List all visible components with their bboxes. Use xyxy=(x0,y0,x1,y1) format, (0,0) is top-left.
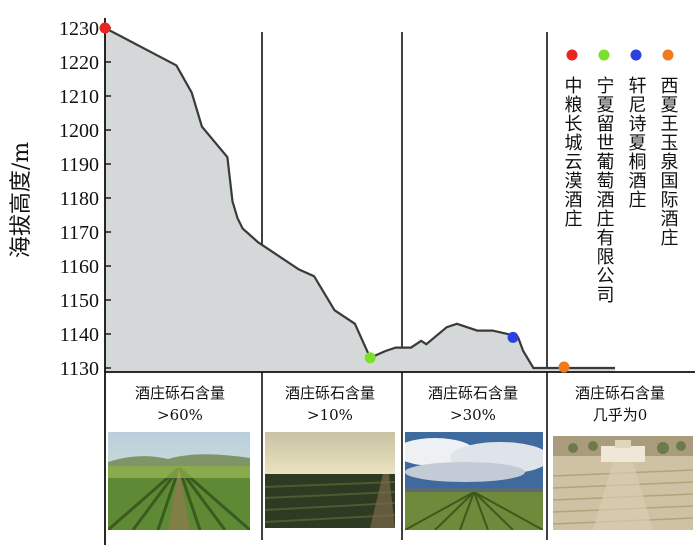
zone-4-line1: 酒庄砾石含量 xyxy=(574,384,665,402)
legend-label-4: 西夏王玉泉国际酒庄 xyxy=(658,76,679,247)
zone-1-line2: >60% xyxy=(157,406,203,424)
vineyard-photo-1 xyxy=(108,432,250,530)
legend-marker-4 xyxy=(662,49,674,61)
zone-2-line2: >10% xyxy=(307,406,353,424)
y-tick-label: 1140 xyxy=(60,324,99,346)
legend-label-1: 中粮长城云漠酒庄 xyxy=(562,76,583,228)
zone-1-line1: 酒庄砾石含量 xyxy=(134,384,225,402)
legend-label-2: 宁夏留世葡萄酒庄有限公司 xyxy=(594,76,615,304)
zone-3-line1: 酒庄砾石含量 xyxy=(427,384,518,402)
vineyard-photo-3 xyxy=(405,432,543,530)
winery-point-2 xyxy=(364,352,376,364)
winery-point-4 xyxy=(558,361,570,373)
y-tick-label: 1190 xyxy=(60,154,99,176)
legend-marker-3 xyxy=(630,49,642,61)
zone-caption-4: 酒庄砾石含量 几乎为0 xyxy=(545,382,695,426)
zone-3-line2: >30% xyxy=(450,406,496,424)
winery-point-1 xyxy=(99,22,111,34)
legend: 中粮长城云漠酒庄 宁夏留世葡萄酒庄有限公司 轩尼诗夏桐酒庄 西夏王玉泉国际酒庄 xyxy=(562,49,679,304)
legend-marker-1 xyxy=(566,49,578,61)
y-tick-label: 1150 xyxy=(60,290,99,312)
y-tick-label: 1180 xyxy=(60,188,99,210)
y-axis-label: 海拔高度/m xyxy=(9,142,34,258)
y-tick-label: 1170 xyxy=(60,222,99,244)
y-tick-label: 1160 xyxy=(60,256,99,278)
y-tick-label: 1210 xyxy=(59,86,99,108)
y-ticks: 1130 1140 1150 1160 1170 1180 1190 1200 1210 1220… xyxy=(59,18,111,380)
winery-point-3 xyxy=(507,331,519,343)
elevation-area xyxy=(105,28,615,372)
vineyard-photo-2 xyxy=(265,432,395,528)
winery-points xyxy=(99,22,570,373)
zone-4-line2: 几乎为0 xyxy=(592,406,648,424)
vineyard-photo-4 xyxy=(553,436,693,530)
legend-marker-2 xyxy=(598,49,610,61)
legend-label-3: 轩尼诗夏桐酒庄 xyxy=(626,76,647,209)
y-tick-label: 1130 xyxy=(60,358,99,380)
zone-caption-3: 酒庄砾石含量 >30% xyxy=(398,382,548,426)
y-tick-label: 1220 xyxy=(59,52,99,74)
y-tick-label: 1200 xyxy=(59,120,99,142)
zone-caption-2: 酒庄砾石含量 >10% xyxy=(255,382,405,426)
y-tick-label: 1230 xyxy=(59,18,99,40)
zone-caption-1: 酒庄砾石含量 >60% xyxy=(105,382,255,426)
zone-2-line1: 酒庄砾石含量 xyxy=(284,384,375,402)
